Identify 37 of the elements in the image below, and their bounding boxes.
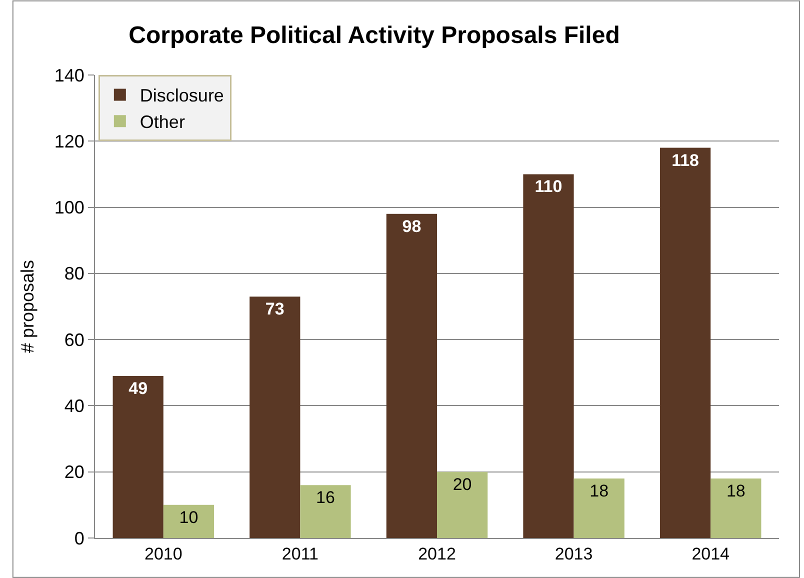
data-label: 16 (316, 488, 335, 508)
y-tick-label: 40 (64, 396, 84, 416)
data-label: 49 (128, 378, 148, 398)
data-label: 20 (452, 474, 472, 494)
data-label: 18 (590, 481, 609, 500)
y-axis-title: # proposals (18, 260, 38, 354)
bar (250, 296, 300, 538)
bar (300, 485, 351, 538)
x-tick-label: 2010 (144, 544, 182, 564)
legend-label: Disclosure (140, 86, 224, 106)
x-tick-label: 2011 (282, 544, 318, 564)
data-label: 18 (726, 481, 746, 500)
y-tick-label: 100 (54, 198, 84, 218)
chart-title: Corporate Political Activity Proposals Filed (128, 22, 620, 49)
y-tick-label: 120 (54, 131, 84, 152)
x-tick-label: 2012 (418, 544, 456, 564)
legend-label: Other (140, 112, 185, 132)
y-tick-label: 80 (64, 264, 84, 284)
bar (437, 472, 488, 538)
bar (163, 504, 214, 538)
y-tick-label: 0 (74, 528, 84, 548)
x-tick-label: 2013 (554, 544, 593, 564)
data-label: 98 (402, 216, 422, 236)
data-label: 118 (672, 150, 700, 170)
bar (386, 214, 437, 538)
bar (574, 478, 624, 538)
y-tick-label: 20 (64, 462, 84, 482)
data-label: 73 (265, 300, 284, 319)
data-label: 10 (179, 508, 198, 527)
bar (523, 174, 574, 538)
y-tick-label: 60 (64, 330, 84, 350)
bar (660, 148, 711, 538)
data-label: 110 (534, 177, 562, 196)
x-tick-label: 2014 (692, 544, 730, 564)
bar (112, 376, 164, 538)
y-tick-label: 140 (54, 65, 84, 86)
bar (710, 478, 762, 538)
